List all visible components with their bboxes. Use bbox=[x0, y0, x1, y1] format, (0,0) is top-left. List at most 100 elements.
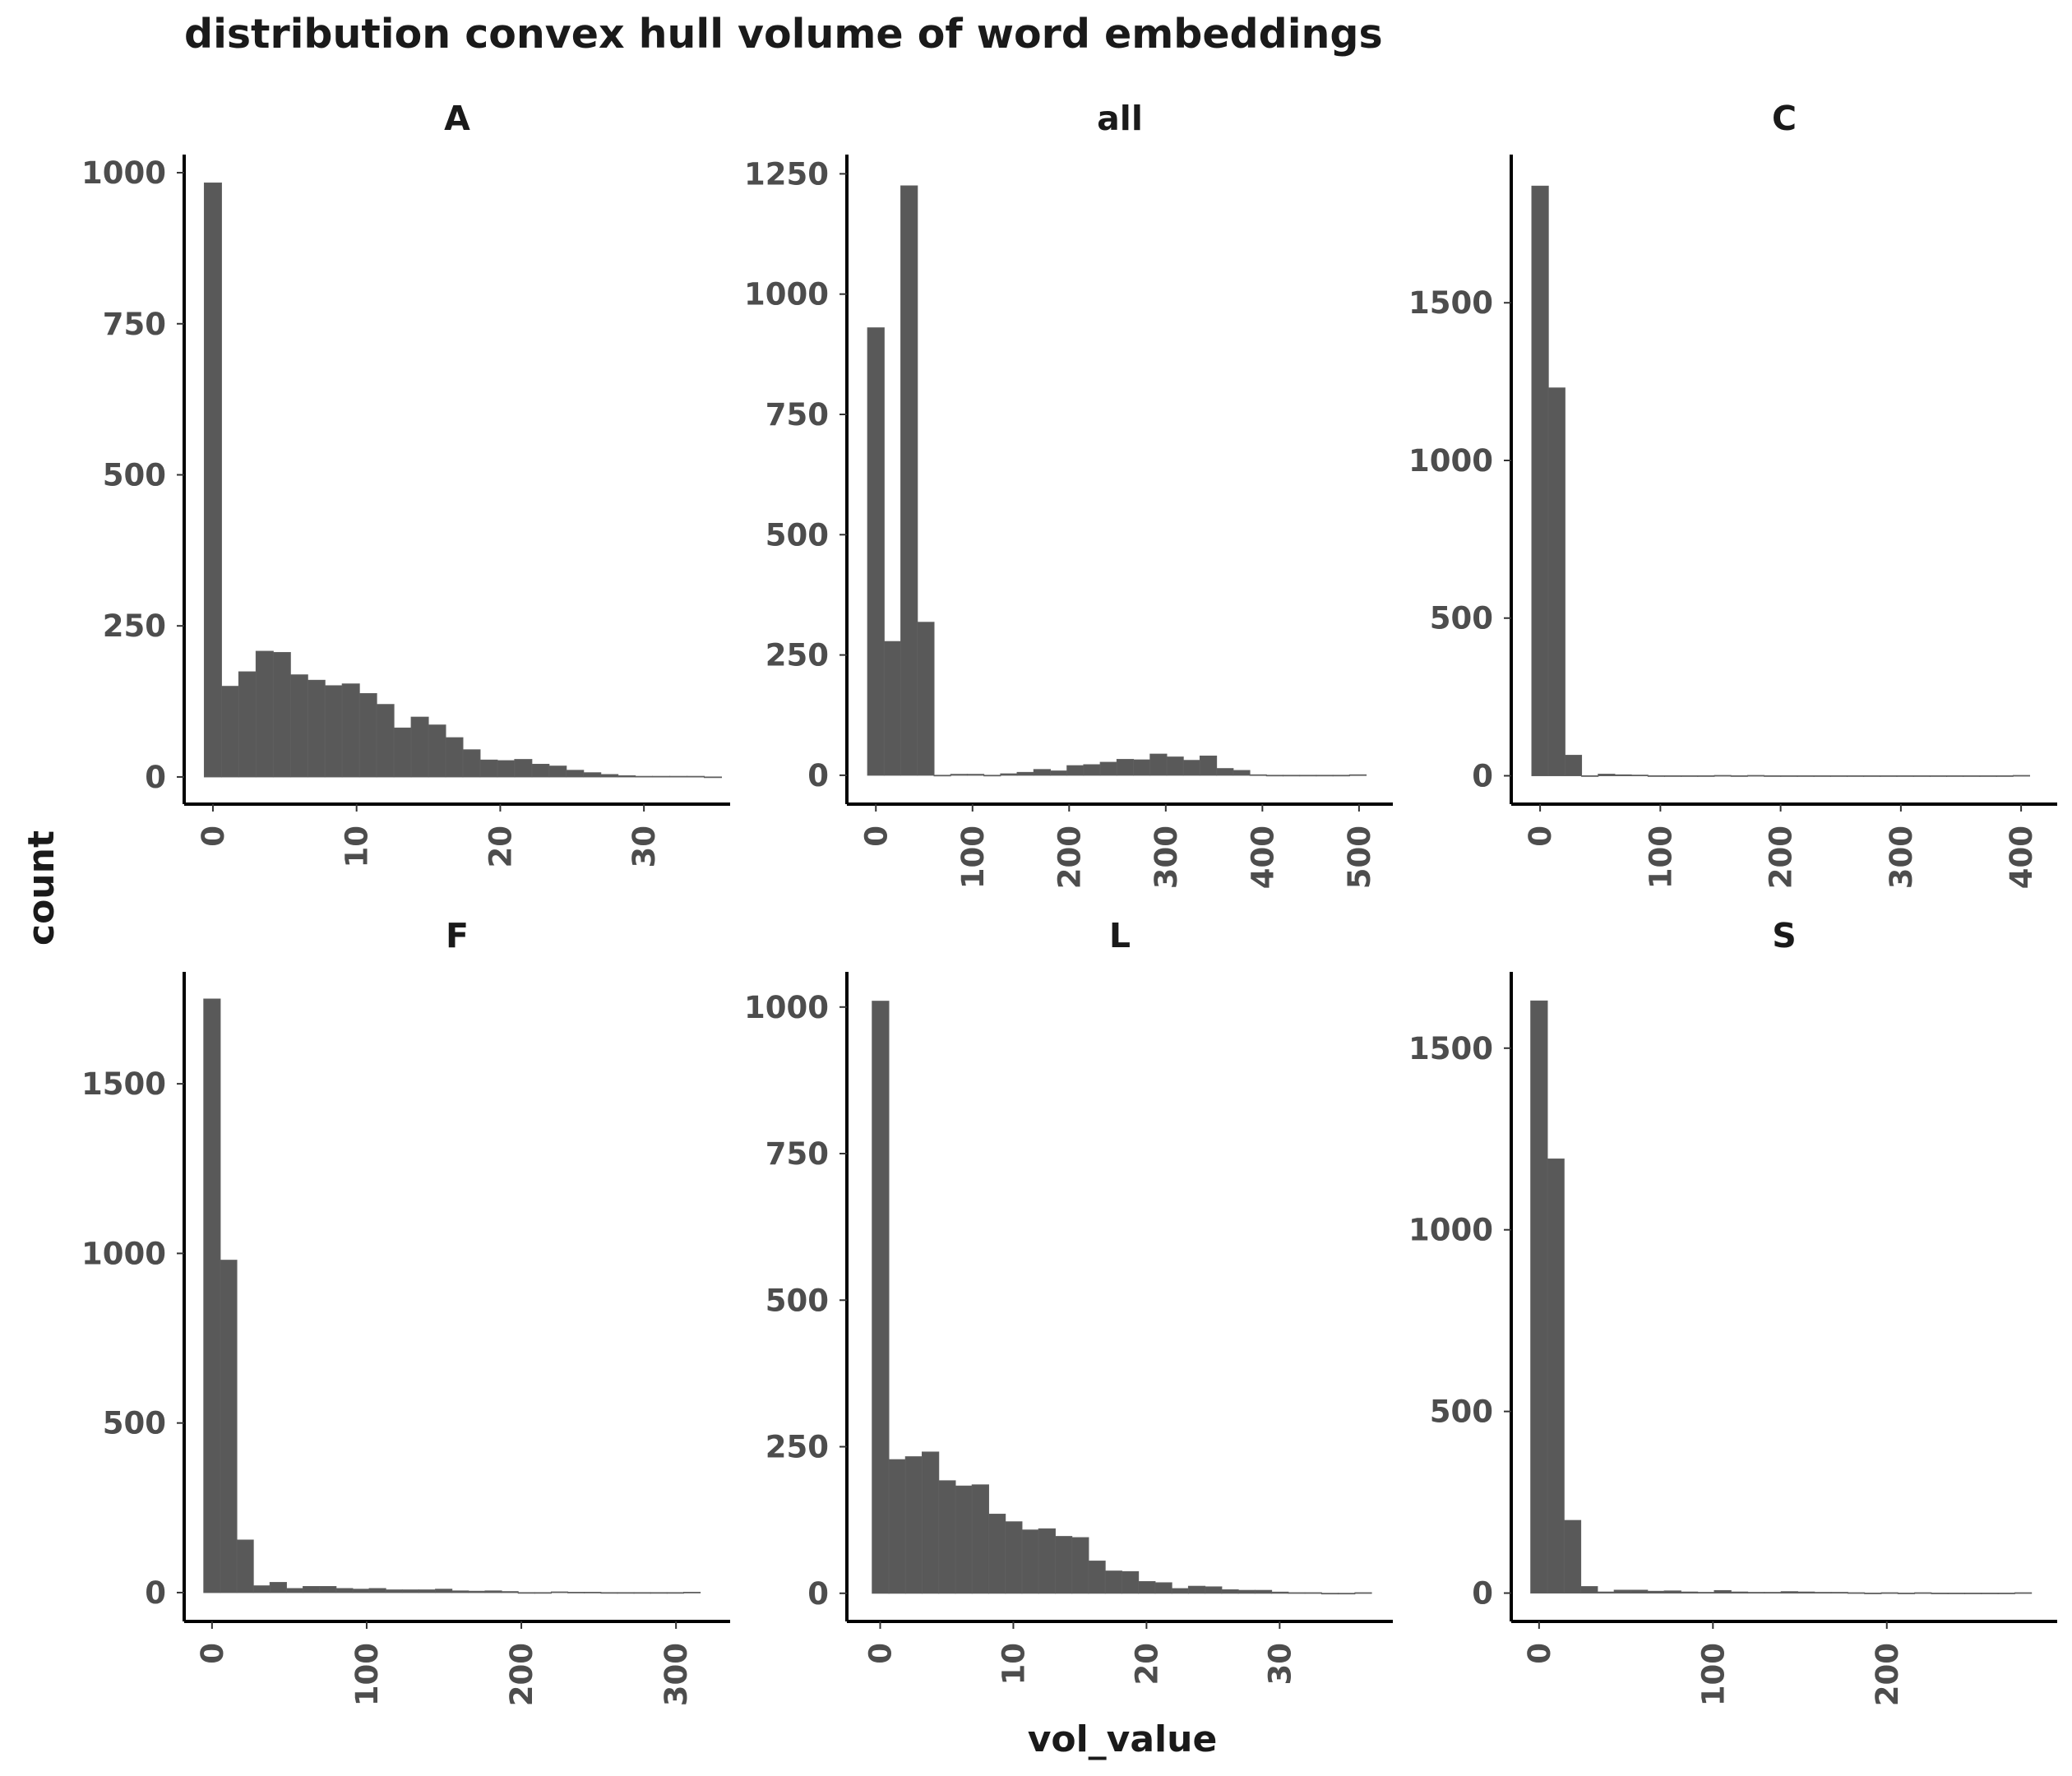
histogram-bar bbox=[1864, 1593, 1882, 1594]
histogram-bar bbox=[1083, 764, 1101, 776]
histogram-bar bbox=[1530, 1000, 1548, 1594]
histogram-bar bbox=[1580, 1586, 1598, 1594]
histogram-bar bbox=[2012, 775, 2031, 777]
histogram-bar bbox=[867, 327, 885, 776]
histogram-bar bbox=[1066, 765, 1085, 776]
histogram-bar bbox=[324, 685, 343, 778]
histogram-bar bbox=[1054, 1536, 1073, 1594]
y-tick-label: 500 bbox=[103, 1406, 166, 1441]
histogram-bar bbox=[468, 1590, 486, 1593]
x-tick-label: 0 bbox=[195, 1643, 230, 1664]
histogram-bar bbox=[1929, 775, 1948, 777]
histogram-bar bbox=[428, 724, 446, 778]
histogram-bar bbox=[514, 759, 533, 778]
histogram-bar bbox=[1714, 1589, 1732, 1594]
histogram-bar bbox=[1016, 771, 1034, 776]
histogram-bar bbox=[1764, 775, 1782, 777]
y-tick-label: 1000 bbox=[1408, 443, 1493, 479]
x-tick-label: 0 bbox=[196, 826, 231, 847]
panel-a: A 0 250 500 750 1000 0 10 20 30 bbox=[81, 99, 730, 868]
histogram-bar bbox=[319, 1586, 337, 1593]
histogram-bar bbox=[1116, 759, 1135, 776]
histogram-bar bbox=[900, 185, 918, 776]
histogram-bar bbox=[1071, 1537, 1089, 1594]
histogram-bar bbox=[1780, 775, 1798, 777]
y-tick-label: 1000 bbox=[81, 155, 166, 191]
histogram-bar bbox=[1254, 1589, 1273, 1594]
histogram-bar bbox=[401, 1589, 419, 1593]
histogram-bar bbox=[1332, 775, 1350, 777]
histogram-bar bbox=[1979, 775, 1997, 777]
histogram-bar bbox=[904, 1456, 923, 1594]
histogram-bar bbox=[497, 760, 516, 778]
histogram-bar bbox=[1547, 387, 1566, 776]
histogram-bar bbox=[1797, 1591, 1815, 1594]
histogram-bar bbox=[1613, 1589, 1631, 1594]
histogram-bar bbox=[220, 686, 239, 778]
panel-strip-label: A bbox=[444, 99, 470, 138]
y-tick-label: 1000 bbox=[744, 990, 829, 1025]
histogram-bar bbox=[1033, 769, 1052, 776]
histogram-bar bbox=[501, 1591, 519, 1593]
y-tick-label: 750 bbox=[103, 307, 166, 342]
panel-f: F 0 500 1000 1500 0 100 200 300 bbox=[81, 916, 730, 1706]
histogram-bar bbox=[1630, 1589, 1649, 1594]
histogram-bar bbox=[987, 1514, 1006, 1594]
panel-strip-label: C bbox=[1772, 99, 1797, 138]
panel-strip-label: all bbox=[1097, 99, 1143, 138]
histogram-bar bbox=[1663, 1590, 1681, 1594]
histogram-bar bbox=[635, 775, 654, 778]
histogram-bar bbox=[1680, 1591, 1699, 1594]
y-tick-label: 500 bbox=[765, 517, 829, 553]
histogram-bar bbox=[669, 775, 688, 778]
histogram-bar bbox=[1221, 1589, 1239, 1594]
histogram-bars bbox=[203, 998, 701, 1594]
histogram-bar bbox=[550, 1591, 569, 1593]
y-tick-label: 0 bbox=[807, 1576, 829, 1612]
histogram-bar bbox=[1199, 755, 1218, 776]
histogram-bar bbox=[451, 1590, 469, 1593]
histogram-bar bbox=[289, 674, 308, 778]
x-tick-label: 500 bbox=[1342, 826, 1377, 889]
x-tick-label: 10 bbox=[996, 1643, 1031, 1686]
histogram-bar bbox=[1964, 1593, 1982, 1594]
x-tick-label: 400 bbox=[1245, 826, 1280, 889]
x-tick-label: 0 bbox=[858, 826, 894, 847]
x-tick-label: 200 bbox=[1052, 826, 1087, 889]
histogram-bar bbox=[888, 1459, 906, 1594]
histogram-bar bbox=[1187, 1585, 1206, 1594]
histogram-bar bbox=[1171, 1588, 1189, 1594]
chart-title: distribution convex hull volume of word … bbox=[184, 11, 1383, 58]
histogram-bar bbox=[566, 770, 585, 778]
y-tick-label: 0 bbox=[145, 1575, 166, 1611]
y-tick-label: 1250 bbox=[744, 156, 829, 192]
histogram-bar bbox=[1216, 768, 1234, 776]
histogram-bar bbox=[1121, 1570, 1140, 1594]
histogram-bar bbox=[938, 1480, 956, 1594]
histogram-bar bbox=[1088, 1561, 1106, 1594]
histogram-bar bbox=[1897, 1593, 1916, 1594]
histogram-bar bbox=[484, 1590, 502, 1593]
histogram-bar bbox=[1547, 1159, 1565, 1594]
panel-strip-label: S bbox=[1772, 916, 1797, 955]
x-tick-label: 30 bbox=[1262, 1643, 1297, 1686]
histogram-bar bbox=[600, 774, 619, 778]
histogram-bar bbox=[983, 775, 1001, 777]
histogram-bar bbox=[368, 1588, 386, 1593]
panel-s: S 0 500 1000 1500 0 100 200 bbox=[1408, 916, 2057, 1706]
x-tick-label: 20 bbox=[1129, 1643, 1164, 1686]
histogram-bar bbox=[1896, 775, 1914, 777]
x-axis-title: vol_value bbox=[1028, 1718, 1218, 1760]
histogram-bar bbox=[531, 763, 550, 778]
histogram-bar bbox=[269, 1582, 287, 1593]
histogram-bar bbox=[1946, 775, 1964, 777]
histogram-bar bbox=[1863, 775, 1881, 777]
x-tick-label: 300 bbox=[659, 1643, 694, 1706]
histogram-bars bbox=[867, 185, 1367, 777]
histogram-bar bbox=[1182, 760, 1200, 776]
histogram-bar bbox=[1714, 775, 1732, 777]
histogram-bar bbox=[341, 683, 360, 778]
histogram-bars bbox=[1530, 1000, 2033, 1594]
